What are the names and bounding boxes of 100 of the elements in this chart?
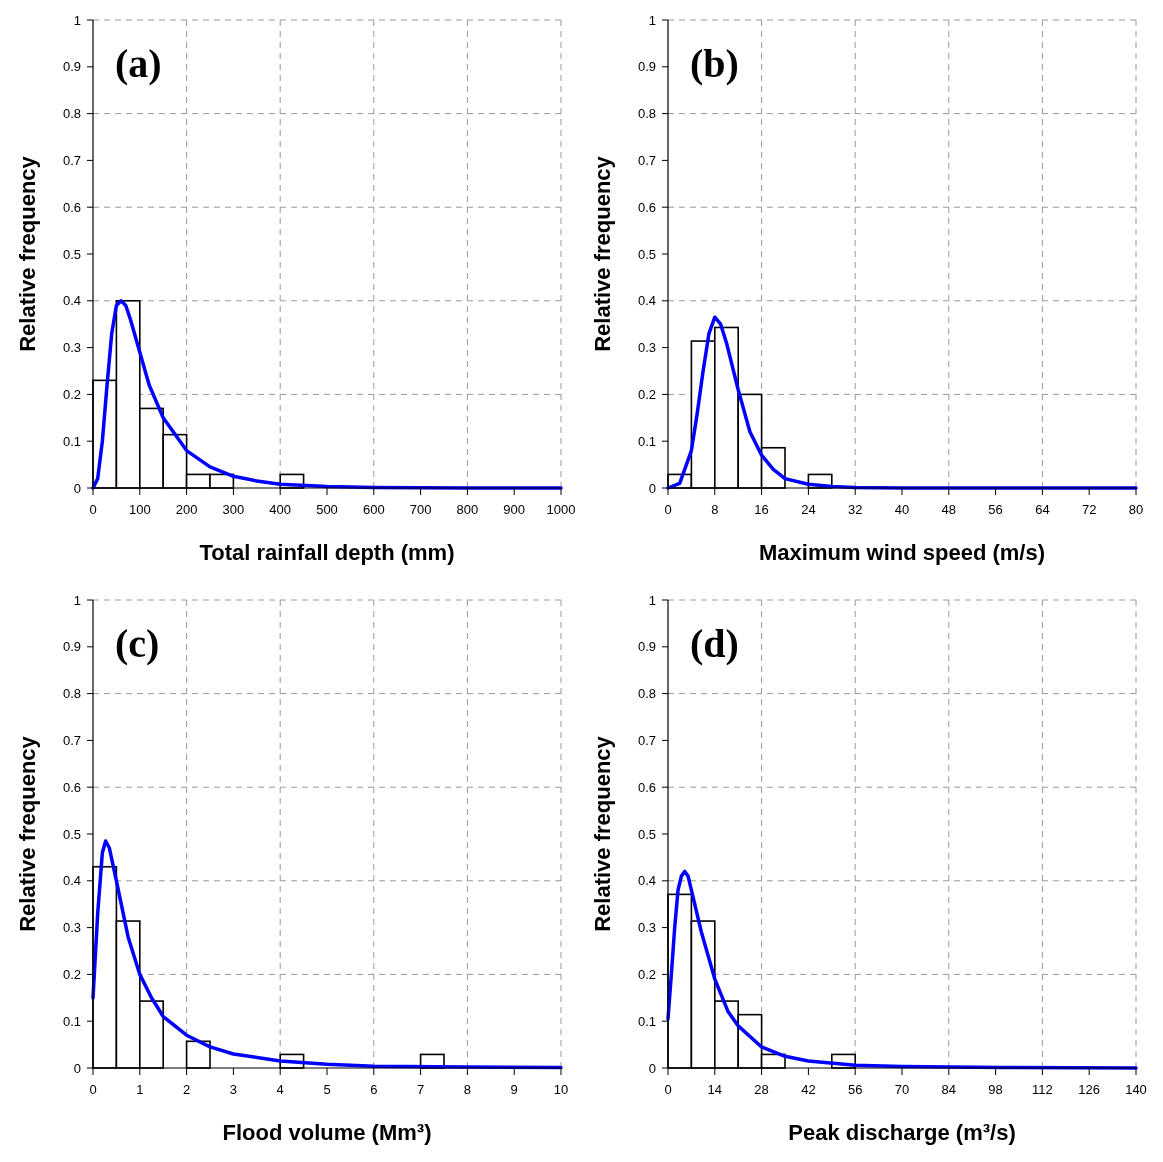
y-tick-label: 0.8	[637, 686, 656, 702]
y-tick-label: 0.3	[637, 340, 656, 356]
y-tick-label: 0.1	[637, 1013, 656, 1029]
x-tick-label: 500	[316, 502, 338, 517]
x-tick-label: 140	[1125, 1082, 1147, 1097]
y-tick-label: 0.4	[637, 873, 656, 889]
y-axis-title: Relative frequency	[590, 735, 615, 932]
x-tick-label: 84	[941, 1082, 957, 1097]
y-tick-label: 0.4	[62, 293, 81, 309]
x-tick-label: 112	[1032, 1082, 1053, 1097]
y-tick-label: 0	[73, 1060, 81, 1076]
y-tick-label: 0.1	[62, 1013, 81, 1029]
x-tick-label: 9	[510, 1082, 518, 1097]
x-tick-label: 14	[707, 1082, 723, 1097]
y-tick-label: 0.6	[62, 779, 81, 795]
x-tick-label: 0	[664, 1082, 672, 1097]
x-tick-label: 32	[847, 502, 863, 517]
x-tick-label: 8	[711, 502, 719, 517]
y-tick-label: 0.3	[62, 920, 81, 936]
y-tick-label: 1	[73, 592, 81, 608]
x-tick-label: 200	[175, 502, 198, 517]
x-tick-label: 28	[754, 1082, 769, 1097]
x-tick-label: 3	[229, 1082, 238, 1097]
y-tick-label: 0.1	[62, 433, 81, 449]
y-tick-label: 0.6	[62, 199, 81, 215]
x-tick-label: 2	[182, 1082, 191, 1097]
x-tick-label: 8	[463, 1082, 472, 1097]
x-tick-label: 4	[276, 1082, 284, 1097]
x-tick-label: 0	[89, 1082, 97, 1097]
y-tick-label: 0.5	[62, 246, 81, 262]
text: (a)	[115, 41, 162, 86]
x-axis-title: Maximum wind speed (m/s)	[758, 540, 1046, 565]
y-tick-label: 0.1	[637, 433, 656, 449]
y-tick-label: 1	[648, 12, 656, 28]
y-tick-label: 0.8	[62, 106, 81, 122]
x-tick-label: 16	[754, 502, 769, 517]
x-axis-title: Total rainfall depth (mm)	[199, 540, 455, 565]
y-tick-label: 0.5	[637, 246, 656, 262]
y-tick-label: 0.2	[637, 966, 656, 982]
x-tick-label: 10	[553, 1082, 569, 1097]
y-tick-label: 0.5	[637, 826, 656, 842]
y-tick-label: 0.9	[62, 639, 81, 655]
y-tick-label: 1	[648, 592, 656, 608]
x-axis-title: Peak discharge (m³/s)	[788, 1120, 1016, 1145]
y-tick-label: 0.3	[637, 920, 656, 936]
text: (b)	[690, 41, 739, 86]
x-tick-label: 40	[894, 502, 910, 517]
y-tick-label: 0	[648, 480, 656, 496]
x-tick-label: 5	[323, 1082, 331, 1097]
x-tick-label: 300	[222, 502, 245, 517]
y-tick-label: 0.8	[62, 686, 81, 702]
y-tick-label: 0.7	[637, 152, 656, 168]
x-tick-label: 600	[362, 502, 385, 517]
x-tick-label: 700	[409, 502, 432, 517]
y-tick-label: 0.6	[637, 199, 656, 215]
x-tick-label: 126	[1078, 1082, 1101, 1097]
x-axis-title: Flood volume (Mm³)	[222, 1120, 432, 1145]
y-axis-title: Relative frequency	[15, 155, 40, 352]
x-tick-label: 64	[1035, 502, 1050, 517]
y-tick-label: 0.4	[62, 873, 81, 889]
y-tick-label: 0.3	[62, 340, 81, 356]
y-axis-title: Relative frequency	[15, 735, 40, 932]
x-tick-label: 72	[1081, 502, 1097, 517]
y-tick-label: 0.8	[637, 106, 656, 122]
text: (d)	[690, 621, 739, 666]
x-tick-label: 56	[847, 1082, 863, 1097]
x-tick-label: 24	[801, 502, 816, 517]
x-tick-label: 7	[416, 1082, 425, 1097]
y-tick-label: 0.4	[637, 293, 656, 309]
x-tick-label: 800	[456, 502, 479, 517]
y-tick-label: 0.2	[637, 386, 656, 402]
y-tick-label: 0.7	[62, 152, 81, 168]
y-tick-label: 0	[648, 1060, 656, 1076]
y-tick-label: 0.7	[637, 732, 656, 748]
y-tick-label: 0.7	[62, 732, 81, 748]
x-tick-label: 56	[988, 502, 1003, 517]
x-tick-label: 0	[664, 502, 672, 517]
x-tick-label: 98	[988, 1082, 1003, 1097]
x-tick-label: 100	[128, 502, 151, 517]
y-tick-label: 0.5	[62, 826, 81, 842]
y-tick-label: 0	[73, 480, 81, 496]
y-tick-label: 0.9	[637, 639, 656, 655]
y-tick-label: 0.9	[637, 59, 656, 75]
x-tick-label: 70	[894, 1082, 910, 1097]
x-tick-label: 900	[503, 502, 526, 517]
x-tick-label: 48	[941, 502, 957, 517]
y-tick-label: 0.2	[62, 966, 81, 982]
y-tick-label: 1	[73, 12, 81, 28]
x-tick-label: 0	[89, 502, 97, 517]
text: (c)	[115, 621, 160, 666]
y-tick-label: 0.6	[637, 779, 656, 795]
x-tick-label: 6	[370, 1082, 378, 1097]
x-tick-label: 1000	[546, 502, 576, 517]
x-tick-label: 400	[269, 502, 292, 517]
x-tick-label: 42	[801, 1082, 816, 1097]
x-tick-label: 80	[1128, 502, 1144, 517]
x-tick-label: 1	[136, 1082, 144, 1097]
y-tick-label: 0.2	[62, 386, 81, 402]
y-axis-title: Relative frequency	[590, 155, 615, 352]
y-tick-label: 0.9	[62, 59, 81, 75]
